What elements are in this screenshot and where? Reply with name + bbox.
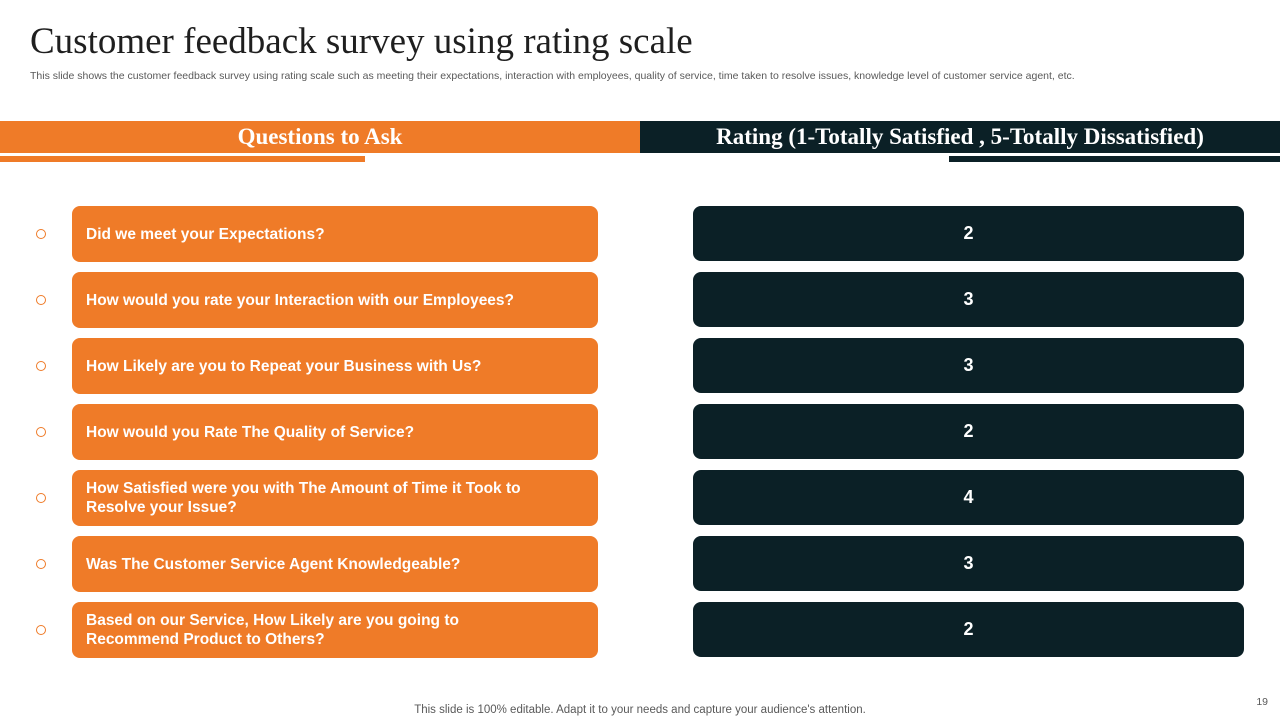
circle-outline-icon: [36, 361, 46, 371]
question-box: How would you Rate The Quality of Servic…: [72, 404, 598, 460]
question-box: How Likely are you to Repeat your Busine…: [72, 338, 598, 394]
question-text: Was The Customer Service Agent Knowledge…: [86, 555, 461, 573]
rating-box: 2: [693, 602, 1244, 657]
question-text: Based on our Service, How Likely are you…: [86, 612, 459, 648]
rating-value: 3: [963, 553, 974, 573]
survey-row: How Satisfied were you with The Amount o…: [0, 470, 1280, 526]
rating-value: 2: [963, 421, 974, 441]
rating-box: 2: [693, 404, 1244, 459]
rating-box: 2: [693, 206, 1244, 261]
questions-header-underline: [0, 156, 365, 162]
rating-box: 3: [693, 536, 1244, 591]
rating-value: 2: [963, 619, 974, 639]
page-title: Customer feedback survey using rating sc…: [30, 21, 693, 62]
question-box: How Satisfied were you with The Amount o…: [72, 470, 598, 526]
footer-note: This slide is 100% editable. Adapt it to…: [414, 704, 866, 716]
question-box: How would you rate your Interaction with…: [72, 272, 598, 328]
question-text: How Likely are you to Repeat your Busine…: [86, 357, 482, 375]
circle-outline-icon: [36, 625, 46, 635]
rating-value: 3: [963, 355, 974, 375]
question-box: Did we meet your Expectations?: [72, 206, 598, 262]
rating-header: Rating (1-Totally Satisfied , 5-Totally …: [640, 121, 1280, 153]
circle-outline-icon: [36, 427, 46, 437]
circle-outline-icon: [36, 229, 46, 239]
rating-value: 2: [963, 223, 974, 243]
survey-row: How Likely are you to Repeat your Busine…: [0, 338, 1280, 394]
circle-outline-icon: [36, 559, 46, 569]
survey-row: How would you rate your Interaction with…: [0, 272, 1280, 328]
rating-value: 4: [963, 487, 974, 507]
question-text: How would you Rate The Quality of Servic…: [86, 423, 415, 441]
circle-outline-icon: [36, 493, 46, 503]
rating-box: 4: [693, 470, 1244, 525]
rating-header-underline: [949, 156, 1280, 162]
rating-box: 3: [693, 338, 1244, 393]
survey-row: Based on our Service, How Likely are you…: [0, 602, 1280, 658]
question-text: How would you rate your Interaction with…: [86, 291, 515, 309]
survey-row: Was The Customer Service Agent Knowledge…: [0, 536, 1280, 592]
question-text: Did we meet your Expectations?: [86, 225, 325, 243]
question-box: Was The Customer Service Agent Knowledge…: [72, 536, 598, 592]
page-number: 19: [1256, 696, 1268, 708]
rating-box: 3: [693, 272, 1244, 327]
circle-outline-icon: [36, 295, 46, 305]
page-subtitle: This slide shows the customer feedback s…: [30, 70, 1075, 82]
survey-row: Did we meet your Expectations? 2: [0, 206, 1280, 262]
questions-header: Questions to Ask: [0, 121, 640, 153]
survey-row: How would you Rate The Quality of Servic…: [0, 404, 1280, 460]
rating-value: 3: [963, 289, 974, 309]
question-text: How Satisfied were you with The Amount o…: [86, 480, 521, 516]
question-box: Based on our Service, How Likely are you…: [72, 602, 598, 658]
